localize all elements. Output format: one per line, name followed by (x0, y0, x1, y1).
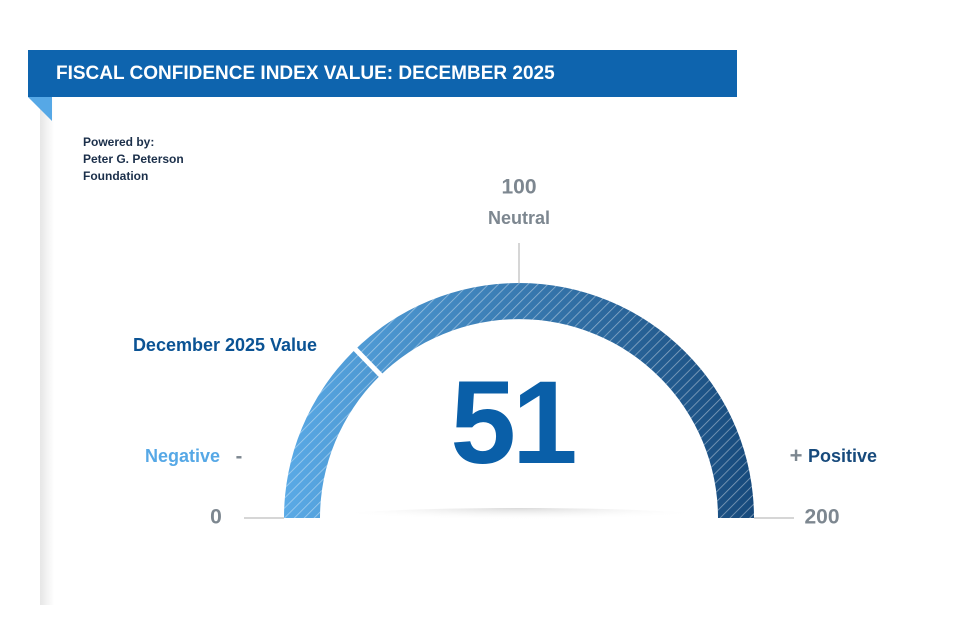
gauge-floor (309, 508, 729, 532)
negative-label: Negative (145, 446, 220, 466)
tick-label: 0 (210, 506, 222, 529)
chart-title: FISCAL CONFIDENCE INDEX VALUE: DECEMBER … (56, 63, 555, 84)
source-line: Peter G. Peterson Foundation (83, 152, 184, 183)
positive-label: Positive (808, 446, 877, 466)
gauge-hatch (284, 283, 754, 518)
center-label: Neutral (488, 208, 550, 228)
card-shadow (40, 60, 54, 605)
value-marker (351, 345, 385, 379)
tick-label: 200 (804, 506, 839, 529)
positive-sign: + (790, 443, 803, 468)
value-caption: December 2025 Value (133, 335, 317, 355)
title-tab (28, 97, 52, 121)
negative-sign: - (236, 445, 243, 467)
title-bar (28, 50, 737, 97)
source: Powered by: Peter G. Peterson Foundation (83, 134, 201, 185)
value-number: 51 (450, 357, 575, 489)
tick-label: 100 (501, 176, 536, 199)
source-line: Powered by: (83, 135, 155, 149)
